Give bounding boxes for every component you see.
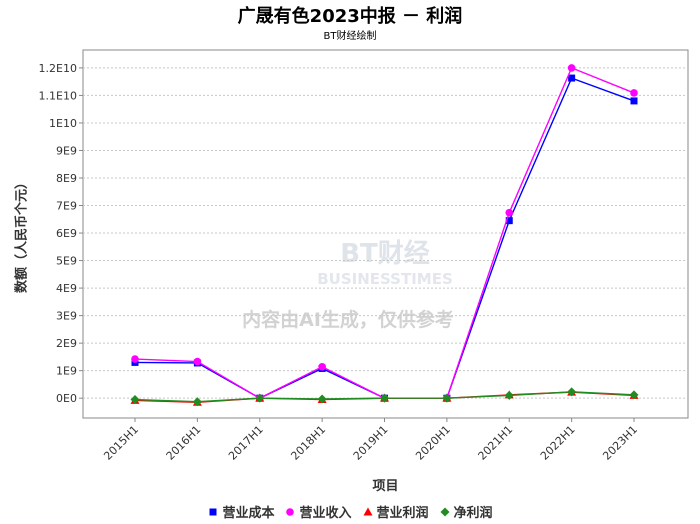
legend-item[interactable]: 净利润 [439,502,493,521]
square-marker-icon [209,508,217,515]
y-tick-label: 5E9 [56,255,77,268]
legend-item[interactable]: 营业利润 [362,502,429,521]
x-tick-label: 2018H1 [288,423,328,463]
y-tick-label: 0E0 [56,392,77,405]
data-point [318,363,326,371]
y-tick-label: 6E9 [56,227,77,240]
legend: 营业成本 营业收入 营业利润 净利润 [0,502,700,521]
data-point [317,394,327,404]
y-tick-label: 8E9 [56,172,77,185]
legend-label: 营业利润 [376,506,429,521]
y-tick-label: 1E9 [56,365,77,378]
data-point [505,217,513,225]
legend-marker [209,508,217,515]
data-point [193,357,202,366]
x-tick-label: 2015H1 [101,423,141,463]
plot-frame [82,49,689,419]
data-point [130,395,140,405]
legend-label: 营业成本 [222,506,275,521]
data-point [192,397,202,407]
x-axis-label: 项目 [372,479,399,494]
y-tick-label: 7E9 [56,200,77,213]
data-point [504,390,514,400]
y-tick-label: 9E9 [56,144,77,157]
data-point [505,208,514,217]
x-tick-label: 2016H1 [164,423,204,463]
data-point [630,97,638,105]
data-point [568,74,576,82]
data-point [255,393,265,403]
legend-item[interactable]: 营业收入 [284,502,352,521]
watermark-text: BUSINESSTIMES [317,270,453,288]
y-tick-label: 4E9 [56,282,77,295]
data-point [380,393,389,403]
legend-marker [286,507,295,516]
x-tick-label: 2021H1 [476,423,516,463]
x-tick-label: 2017H1 [226,423,266,463]
data-point [630,89,638,97]
data-point [567,64,576,72]
legend-label: 净利润 [453,506,493,521]
data-point [567,387,577,397]
y-tick-label: 3E9 [56,310,77,323]
legend-label: 营业收入 [299,506,352,521]
y-tick-label: 1.1E10 [39,89,77,102]
data-point [442,393,452,403]
y-axis-label: 数额（人民币个元） [14,176,30,294]
y-tick-label: 1.2E10 [39,62,77,75]
x-tick-label: 2019H1 [351,423,391,463]
legend-marker [363,507,372,515]
chart-title: 广晟有色2023中报 － 利润 [237,6,463,27]
chart-subtitle: BT财经绘制 [323,31,377,42]
circle-marker-icon [286,507,295,516]
y-tick-label: 1E10 [49,117,77,130]
x-tick-label: 2020H1 [413,423,453,463]
x-tick-label: 2022H1 [538,423,578,463]
legend-item[interactable]: 营业成本 [207,502,274,521]
watermark-logo: BT财经 [340,238,430,269]
diamond-marker-icon [440,507,450,516]
y-tick-label: 2E9 [56,337,77,350]
legend-marker [440,507,450,516]
data-point [629,390,639,400]
data-point [131,355,139,363]
x-tick-label: 2023H1 [600,423,640,463]
watermark-note: 内容由AI生成，仅供参考 [242,308,454,331]
triangle-marker-icon [363,507,372,515]
